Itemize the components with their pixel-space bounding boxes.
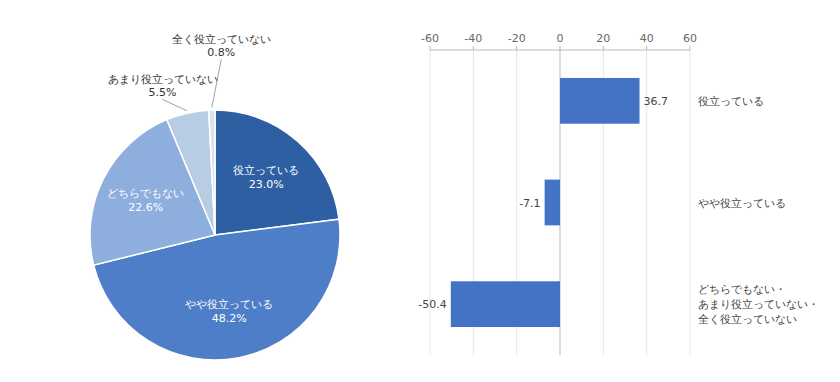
grid-line	[690, 50, 691, 355]
slice-value-label: 22.6%	[128, 201, 163, 214]
pie-slice	[209, 110, 215, 235]
category-label-line: あまり役立っていない・	[698, 298, 819, 311]
tick-mark	[690, 46, 691, 50]
bar	[545, 180, 560, 226]
tick-mark	[560, 46, 561, 50]
bars	[451, 78, 640, 327]
tick-label: 20	[596, 32, 610, 45]
tick-mark	[430, 46, 431, 50]
slice-label: 役立っている	[233, 164, 299, 177]
bar	[451, 281, 560, 327]
category-label: やや役立っている	[698, 197, 786, 210]
slice-value-label: 0.8%	[207, 46, 235, 59]
slice-label: どちらでもない	[107, 187, 184, 200]
tick-mark	[603, 46, 604, 50]
tick-mark	[473, 46, 474, 50]
category-label-line: 全く役立っていない	[698, 313, 797, 326]
tick-mark	[646, 46, 647, 50]
tick-mark	[516, 46, 517, 50]
tick-label: 60	[683, 32, 697, 45]
slice-value-label: 5.5%	[149, 86, 177, 99]
leader-line	[212, 60, 221, 108]
slice-value-label: 23.0%	[249, 178, 284, 191]
category-label: 役立っている	[698, 95, 764, 108]
leader-line	[163, 100, 187, 111]
category-label-line: 役立っている	[698, 95, 764, 108]
chart-svg: 役立っている23.0%やや役立っている48.2%どちらでもない22.6%あまり役…	[0, 0, 840, 382]
tick-label: -20	[508, 32, 526, 45]
data-label: 36.7	[644, 95, 669, 108]
data-label: -50.4	[418, 298, 446, 311]
slice-label: 全く役立っていない	[172, 33, 271, 46]
data-label: -7.1	[519, 197, 540, 210]
tick-label: -40	[464, 32, 482, 45]
tick-label: 0	[557, 32, 564, 45]
x-axis-line	[430, 50, 690, 51]
category-label-line: どちらでもない・	[698, 283, 786, 296]
slice-label: やや役立っている	[185, 298, 273, 311]
category-label-line: やや役立っている	[698, 197, 786, 210]
chart-container: 役立っている23.0%やや役立っている48.2%どちらでもない22.6%あまり役…	[0, 0, 840, 382]
category-label: どちらでもない・あまり役立っていない・全く役立っていない	[698, 283, 819, 326]
pie-slice	[215, 110, 339, 235]
pie	[90, 110, 340, 360]
grid	[430, 50, 690, 355]
tick-label: -60	[421, 32, 439, 45]
slice-label: あまり役立っていない	[108, 73, 218, 86]
slice-value-label: 48.2%	[212, 312, 247, 325]
pie-slice	[167, 110, 215, 235]
tick-label: 40	[640, 32, 654, 45]
bar	[560, 78, 640, 124]
